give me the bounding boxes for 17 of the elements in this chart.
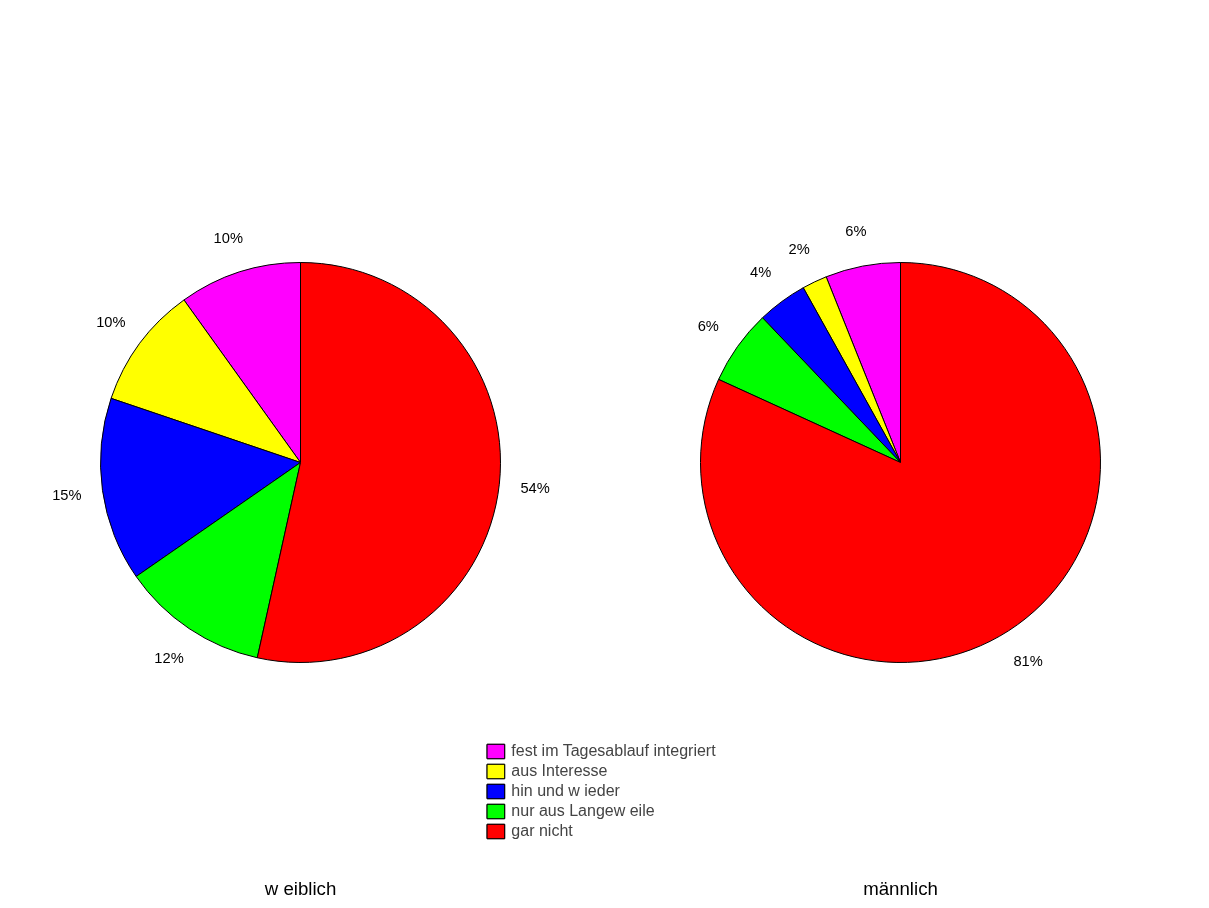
data-label: 6% <box>845 222 867 239</box>
legend-label: nur aus Langew eile <box>511 802 655 820</box>
data-label: 81% <box>1013 653 1043 670</box>
legend-label: aus Interesse <box>511 762 608 780</box>
text: männlich <box>863 878 938 899</box>
legend-label: fest im Tagesablauf integriert <box>511 742 716 760</box>
data-label: 15% <box>52 487 82 504</box>
data-label: 54% <box>520 480 550 497</box>
data-label: 2% <box>788 241 810 258</box>
legend-label: gar nicht <box>511 822 573 840</box>
data-label: 10% <box>213 229 243 246</box>
text: w eiblich <box>263 878 337 899</box>
legend-label: hin und w ieder <box>511 782 620 800</box>
data-label: 6% <box>697 317 719 334</box>
data-label: 12% <box>154 650 184 667</box>
data-label: 4% <box>749 264 772 281</box>
data-label: 10% <box>96 314 126 331</box>
